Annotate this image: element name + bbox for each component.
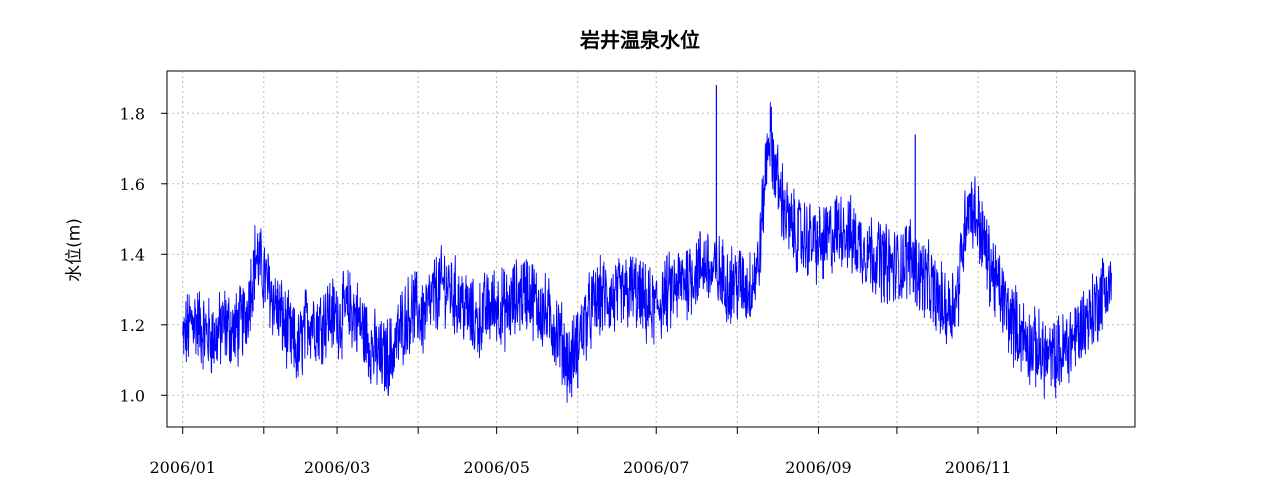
y-tick-label: 1.0 — [120, 386, 145, 405]
plot-frame — [166, 70, 1136, 428]
y-tick-label: 1.6 — [120, 175, 145, 194]
chart-title: 岩井温泉水位 — [580, 28, 700, 52]
x-tick-label: 2006/05 — [463, 458, 529, 477]
x-tick-label: 2006/03 — [304, 458, 370, 477]
y-tick-label: 1.8 — [120, 104, 145, 123]
x-tick-label: 2006/09 — [785, 458, 851, 477]
water-level-line — [182, 102, 1112, 403]
y-tick-label: 1.2 — [120, 316, 145, 335]
x-tick-label: 2006/11 — [945, 458, 1011, 477]
y-tick-label: 1.4 — [120, 245, 145, 264]
axis-layer: 1.0 1.2 1.4 1.6 1.8 2006/01 2006/03 2006/05 2006… — [120, 104, 1058, 477]
x-tick-label: 2006/01 — [149, 458, 215, 477]
series-layer — [182, 85, 1112, 403]
grid-layer — [167, 71, 1135, 427]
x-tick-label: 2006/07 — [623, 458, 689, 477]
